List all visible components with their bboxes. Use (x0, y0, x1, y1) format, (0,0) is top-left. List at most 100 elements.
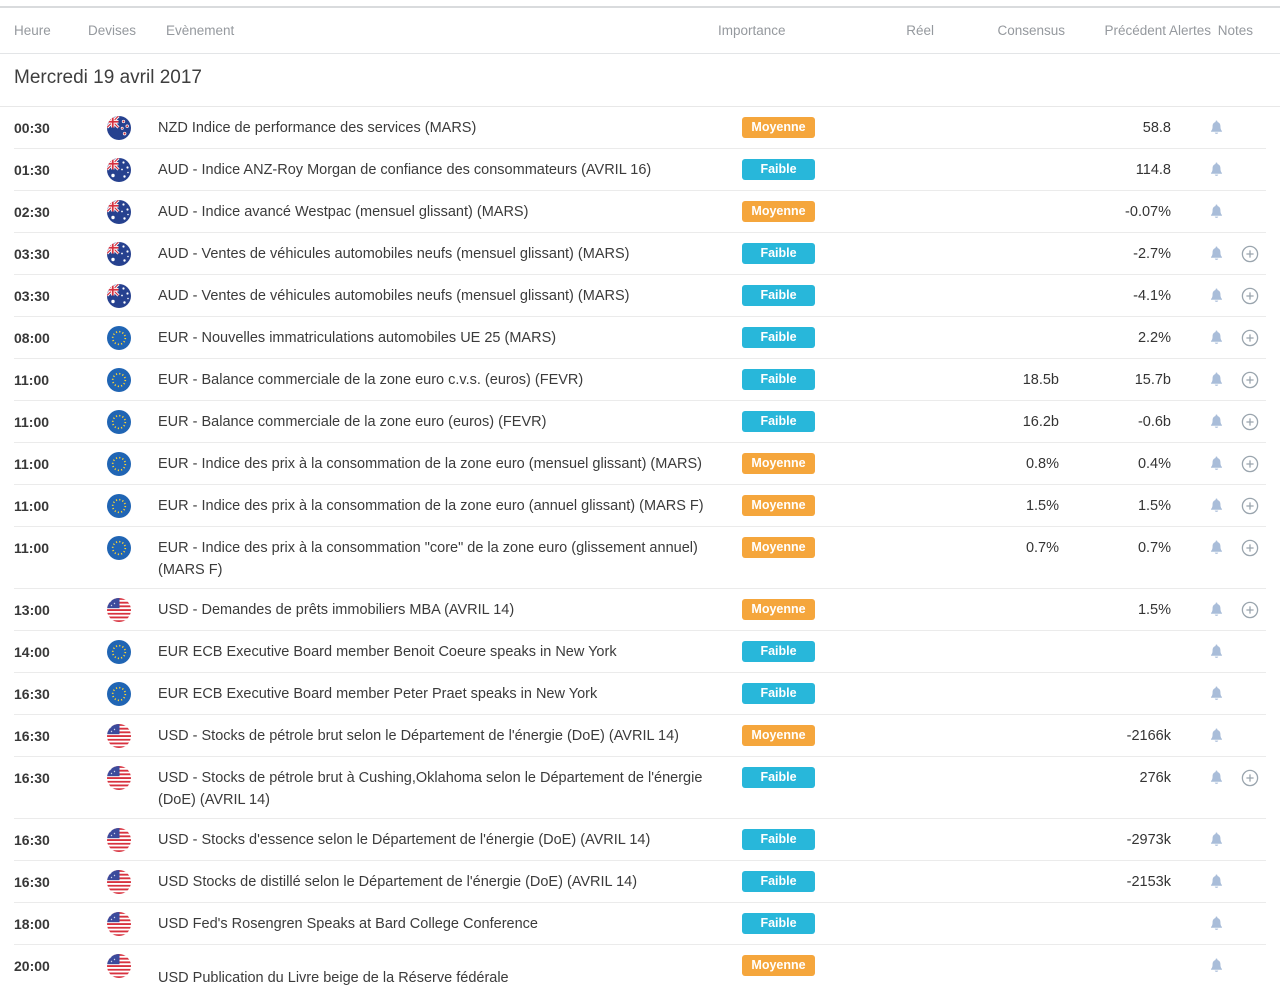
event-time: 08:00 (14, 330, 50, 346)
precedent-value: 0.4% (1137, 456, 1171, 472)
alert-bell-button[interactable] (1209, 539, 1224, 555)
reel-value (869, 233, 930, 246)
plus-circle-icon (1241, 245, 1258, 263)
importance-badge: Moyenne (742, 453, 815, 474)
event-row: 18:00 USD Fed's Rosengren Speaks at Bard… (14, 903, 1266, 945)
importance-badge: Moyenne (742, 599, 815, 620)
alert-bell-button[interactable] (1209, 727, 1224, 743)
bell-icon (1210, 728, 1223, 742)
event-row: 08:00 EUR - Nouvelles immatriculations a… (14, 317, 1266, 359)
event-time: 03:30 (14, 246, 50, 262)
alert-bell-button[interactable] (1209, 915, 1224, 931)
flag-eur-icon (107, 536, 131, 560)
consensus-value (930, 275, 1059, 288)
event-time: 16:30 (14, 728, 50, 744)
flag-usd-icon (107, 954, 131, 978)
add-note-button[interactable] (1241, 601, 1259, 619)
reel-value (869, 903, 930, 916)
alert-bell-button[interactable] (1209, 769, 1224, 785)
alert-bell-button[interactable] (1209, 957, 1224, 973)
reel-value (869, 191, 930, 204)
add-note-button[interactable] (1241, 497, 1259, 515)
event-title: USD - Demandes de prêts immobiliers MBA … (158, 602, 515, 618)
alert-bell-button[interactable] (1209, 287, 1224, 303)
event-time: 18:00 (14, 916, 50, 932)
importance-badge: Moyenne (742, 201, 815, 222)
consensus-value: 1.5% (1025, 498, 1059, 514)
plus-circle-icon (1241, 455, 1258, 473)
alert-bell-button[interactable] (1209, 831, 1224, 847)
reel-value (869, 589, 930, 602)
precedent-value: 0.7% (1137, 540, 1171, 556)
event-title: USD Stocks de distillé selon le Départem… (158, 874, 638, 890)
event-row: 11:00 EUR - Balance commerciale de la zo… (14, 359, 1266, 401)
importance-badge: Faible (742, 243, 815, 264)
reel-value (869, 631, 930, 644)
importance-badge: Faible (742, 411, 815, 432)
importance-badge: Faible (742, 683, 815, 704)
plus-circle-icon (1241, 329, 1258, 347)
flag-eur-icon (107, 494, 131, 518)
reel-value (869, 485, 930, 498)
calendar-rows: 00:30 NZD Indice de performance des serv… (14, 107, 1266, 999)
bell-icon (1210, 602, 1223, 616)
date-header: Mercredi 19 avril 2017 (0, 54, 1280, 107)
alert-bell-button[interactable] (1209, 413, 1224, 429)
bell-icon (1210, 204, 1223, 218)
alert-bell-button[interactable] (1209, 601, 1224, 617)
alert-bell-button[interactable] (1209, 497, 1224, 513)
plus-circle-icon (1241, 287, 1258, 305)
plus-circle-icon (1241, 371, 1258, 389)
flag-eur-icon (107, 452, 131, 476)
add-note-button[interactable] (1241, 287, 1259, 305)
add-note-button[interactable] (1241, 413, 1259, 431)
add-note-button[interactable] (1241, 245, 1259, 263)
reel-value (869, 819, 930, 832)
plus-circle-icon (1241, 413, 1258, 431)
alert-bell-button[interactable] (1209, 245, 1224, 261)
event-row: 02:30 AUD - Indice avancé Westpac (mensu… (14, 191, 1266, 233)
plus-circle-icon (1241, 601, 1258, 619)
reel-value (869, 149, 930, 162)
column-label-heure: Heure (14, 23, 51, 38)
reel-value (869, 107, 930, 120)
reel-value (869, 527, 930, 540)
event-time: 20:00 (14, 958, 50, 974)
event-title: EUR - Indice des prix à la consommation … (158, 498, 704, 514)
consensus-value (930, 903, 1059, 916)
event-title: USD - Stocks de pétrole brut à Cushing,O… (158, 770, 703, 808)
alert-bell-button[interactable] (1209, 643, 1224, 659)
precedent-value: 58.8 (1142, 120, 1171, 136)
add-note-button[interactable] (1241, 769, 1259, 787)
precedent-value: -4.1% (1133, 288, 1171, 304)
add-note-button[interactable] (1241, 455, 1259, 473)
flag-usd-icon (107, 828, 131, 852)
consensus-value: 18.5b (1022, 372, 1059, 388)
flag-aud-icon (107, 200, 131, 224)
event-row: 11:00 EUR - Indice des prix à la consomm… (14, 527, 1266, 589)
event-time: 11:00 (14, 372, 50, 388)
alert-bell-button[interactable] (1209, 119, 1224, 135)
event-title: AUD - Indice avancé Westpac (mensuel gli… (158, 204, 529, 220)
column-label-evenement: Evènement (166, 23, 235, 38)
alert-bell-button[interactable] (1209, 873, 1224, 889)
event-time: 16:30 (14, 686, 50, 702)
alert-bell-button[interactable] (1209, 455, 1224, 471)
alert-bell-button[interactable] (1209, 685, 1224, 701)
event-row: 16:30 USD Stocks de distillé selon le Dé… (14, 861, 1266, 903)
event-time: 11:00 (14, 414, 50, 430)
bell-icon (1210, 916, 1223, 930)
alert-bell-button[interactable] (1209, 371, 1224, 387)
consensus-value (930, 945, 1059, 958)
event-time: 11:00 (14, 498, 50, 514)
precedent-value (1059, 631, 1171, 644)
add-note-button[interactable] (1241, 539, 1259, 557)
event-row: 03:30 AUD - Ventes de véhicules automobi… (14, 275, 1266, 317)
event-time: 16:30 (14, 832, 50, 848)
alert-bell-button[interactable] (1209, 161, 1224, 177)
event-time: 11:00 (14, 456, 50, 472)
add-note-button[interactable] (1241, 329, 1259, 347)
alert-bell-button[interactable] (1209, 329, 1224, 345)
add-note-button[interactable] (1241, 371, 1259, 389)
alert-bell-button[interactable] (1209, 203, 1224, 219)
